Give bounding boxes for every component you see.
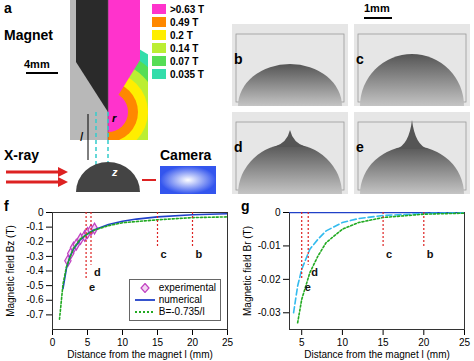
svg-text:b: b	[427, 248, 434, 260]
svg-text:4mm: 4mm	[24, 58, 50, 70]
svg-text:Distance from the magnet l (mm: Distance from the magnet l (mm)	[304, 349, 450, 360]
svg-text:Magnetic field Bz (T): Magnetic field Bz (T)	[5, 225, 16, 317]
svg-text:z: z	[111, 166, 118, 178]
svg-text:10: 10	[337, 337, 349, 348]
svg-text:1mm: 1mm	[364, 2, 390, 14]
svg-text:-0.3: -0.3	[26, 251, 44, 262]
svg-text:c: c	[161, 248, 167, 260]
svg-text:0.035 T: 0.035 T	[170, 69, 204, 80]
svg-text:d: d	[234, 139, 243, 155]
svg-text:-0.02: -0.02	[258, 274, 281, 285]
html-text:f: f	[4, 198, 9, 214]
svg-text:r: r	[112, 112, 117, 124]
svg-text:5: 5	[85, 337, 91, 348]
svg-text:10: 10	[117, 337, 129, 348]
svg-text:b: b	[196, 248, 203, 260]
svg-text:0.2 T: 0.2 T	[170, 30, 193, 41]
svg-text:Magnet: Magnet	[4, 27, 53, 43]
svg-text:b: b	[234, 51, 243, 67]
svg-text:l: l	[80, 129, 84, 144]
svg-text:-0.03: -0.03	[258, 307, 281, 318]
svg-text:5: 5	[299, 337, 305, 348]
svg-text:0: 0	[50, 337, 56, 348]
svg-text:e: e	[89, 281, 95, 293]
svg-text:15: 15	[152, 337, 164, 348]
svg-text:a: a	[4, 0, 12, 16]
svg-text:-0.4: -0.4	[26, 265, 44, 276]
svg-text:-0.01: -0.01	[258, 240, 281, 251]
html-text:g: g	[241, 198, 250, 214]
svg-text:15: 15	[378, 337, 390, 348]
svg-text:-0.2: -0.2	[26, 236, 44, 247]
svg-text:d: d	[94, 266, 101, 278]
svg-text:-0.7: -0.7	[26, 309, 44, 320]
svg-text:>0.63 T: >0.63 T	[170, 4, 204, 15]
svg-text:Magnetic field Br (T): Magnetic field Br (T)	[242, 226, 253, 316]
svg-text:d: d	[311, 266, 318, 278]
svg-text:X-ray: X-ray	[4, 147, 39, 163]
svg-text:25: 25	[222, 337, 234, 348]
svg-text:25: 25	[459, 337, 471, 348]
svg-text:0.14 T: 0.14 T	[170, 43, 198, 54]
svg-text:20: 20	[418, 337, 430, 348]
html-text:numerical: numerical	[158, 294, 203, 305]
svg-text:-0.1: -0.1	[26, 221, 44, 232]
svg-text:Distance from the magnet l (mm: Distance from the magnet l (mm)	[67, 349, 213, 360]
svg-text:Camera: Camera	[160, 147, 212, 163]
svg-text:-0.6: -0.6	[26, 294, 44, 305]
svg-text:-0.5: -0.5	[26, 280, 44, 291]
svg-text:e: e	[305, 281, 311, 293]
svg-text:0: 0	[275, 207, 281, 218]
svg-text:c: c	[386, 248, 392, 260]
svg-text:20: 20	[187, 337, 199, 348]
svg-text:c: c	[356, 51, 364, 67]
svg-text:0.07 T: 0.07 T	[170, 56, 198, 67]
html-text:experimental: experimental	[158, 282, 216, 293]
svg-text:e: e	[356, 139, 364, 155]
svg-text:0.49 T: 0.49 T	[170, 17, 198, 28]
html-text:B=-0.735/l: B=-0.735/l	[158, 306, 205, 317]
svg-text:0: 0	[38, 207, 44, 218]
